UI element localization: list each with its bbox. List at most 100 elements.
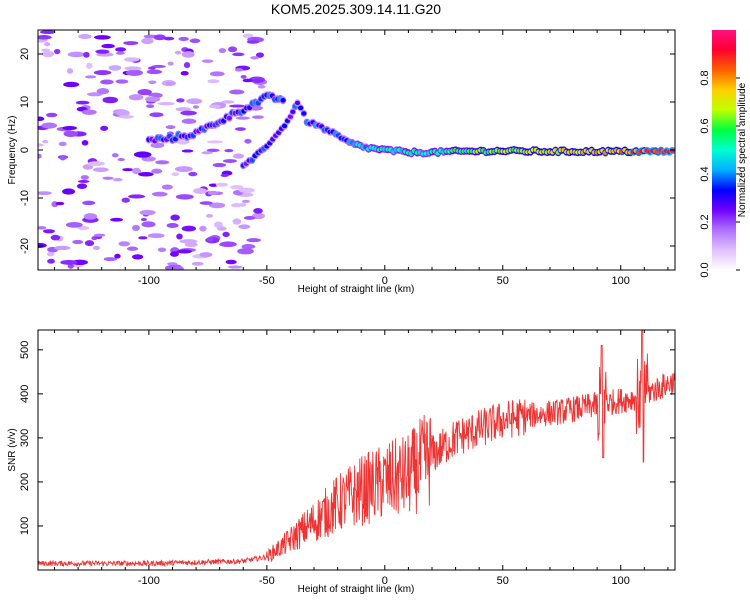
spectrogram-cell [41, 48, 51, 52]
spectrogram-cell [220, 173, 229, 177]
spectrogram-cell [171, 172, 179, 176]
spectrogram-cell [148, 66, 156, 70]
spectrogram-cell [207, 79, 220, 84]
colorbar-tick-label: 0.2 [699, 214, 711, 229]
spectrogram-cell [46, 112, 58, 118]
spectrogram-cell [77, 179, 90, 184]
snr-y-label: SNR (v/v) [7, 428, 18, 471]
spectrogram-cell [178, 36, 189, 42]
spectrogram-cell [186, 98, 203, 105]
spectrogram-cell [46, 251, 55, 257]
spectrogram-cell [237, 248, 254, 255]
spectrogram-cell [175, 194, 194, 200]
spectrogram-cell [128, 194, 146, 199]
spectrogram-cell [67, 51, 86, 58]
colorbar-tick-label: 0.8 [699, 70, 711, 85]
spectrogram-cell [188, 171, 198, 177]
spectrogram-cell [229, 89, 245, 95]
spectrogram-cell [94, 35, 111, 40]
spectrogram-cell [240, 74, 247, 79]
spectrogram-cell [228, 265, 243, 269]
spectrogram-cell [103, 257, 117, 262]
spectrogram-cell [121, 197, 130, 203]
spectrogram-cell [118, 241, 131, 247]
spectrogram-cell [157, 102, 175, 106]
spectrogram-cell [148, 80, 157, 84]
spectrogram-cell [251, 115, 264, 119]
spectrogram-cell [246, 238, 261, 243]
spectrogram-cell [100, 125, 109, 131]
spectrogram-cell [116, 51, 125, 55]
spectrogram-cell [59, 155, 66, 161]
spectrogram-cell [83, 51, 90, 58]
colorbar-gradient [712, 30, 736, 270]
y-tick-label: 300 [19, 429, 31, 447]
spectrogram-cell [221, 100, 235, 104]
spectrogram-cell [151, 191, 168, 197]
y-tick-label: 100 [19, 517, 31, 535]
spectrogram-cell [131, 167, 142, 175]
spectrogram-cell [62, 188, 76, 195]
spectrogram-cell [189, 38, 201, 44]
spectrogram-data [38, 30, 675, 270]
spectrogram-cell [199, 225, 207, 232]
spectrogram-cell [214, 221, 223, 228]
spectrogram-cell [176, 98, 185, 103]
spectrogram-cell [166, 223, 179, 229]
spectrogram-cell [145, 96, 161, 103]
x-tick-label: 50 [497, 275, 509, 287]
spectrogram-cell [85, 75, 97, 79]
spectrogram-cell [125, 69, 143, 76]
spectrogram-cell [102, 96, 119, 104]
spectrogram-cell [78, 34, 92, 39]
spectrogram-cell [114, 253, 121, 259]
spectrogram-cell [118, 114, 134, 119]
y-tick-label: 20 [19, 48, 31, 60]
snr-ticks: -100 -50 0 50 100 100 200 300 400 500 [19, 330, 675, 587]
spectrogram-cell [115, 79, 129, 84]
spectrogram-cell [231, 202, 242, 208]
spectrogram-cell [95, 49, 110, 54]
spectrogram-cell [155, 160, 170, 165]
spectrogram-cell [252, 79, 264, 83]
spectrogram-cell [181, 51, 195, 58]
spectrogram-cell [124, 66, 142, 71]
chart-title: KOM5.2025.309.14.11.G20 [271, 1, 441, 17]
spectrogram-cell [165, 125, 176, 130]
spectrogram-cell [281, 123, 288, 129]
spectrogram-cell [117, 158, 125, 162]
spectrogram-cell [81, 140, 89, 146]
spectrogram-cell [257, 84, 266, 89]
spectrogram-cell [184, 242, 198, 248]
spectrogram-cell [87, 161, 105, 167]
spectrogram-cell [241, 199, 250, 203]
spectrogram-cell [228, 104, 246, 108]
spectrogram-cell [208, 104, 221, 109]
spectrogram-cell [58, 141, 67, 147]
spectrogram-cell [41, 50, 55, 58]
spectrogram-cell [131, 254, 144, 260]
spectrogram-cell [298, 105, 304, 111]
spectrogram-cell [206, 148, 220, 153]
spectrogram-cell [55, 201, 65, 206]
spectrogram-cell [115, 110, 130, 117]
spectrogram-cell [161, 184, 173, 190]
spectrogram-cell [100, 79, 114, 85]
spectrogram-cell [290, 109, 296, 115]
spectrogram-cell [38, 116, 45, 122]
spectrogram-cell [170, 214, 180, 221]
spectrogram-cell [201, 59, 214, 63]
spectrogram-cell [102, 176, 114, 180]
spectrogram-cell [141, 37, 154, 45]
spectrogram-cell [101, 43, 115, 49]
spectrogram-cell [50, 234, 61, 241]
spectrogram-cell [230, 185, 244, 190]
y-tick-label: 400 [19, 385, 31, 403]
spectrogram-cell [249, 158, 255, 163]
spectrogram-cell [80, 175, 89, 180]
spectrogram-cell [110, 217, 123, 222]
spectrogram-cell [38, 35, 52, 40]
spectrogram-cell [54, 48, 61, 55]
